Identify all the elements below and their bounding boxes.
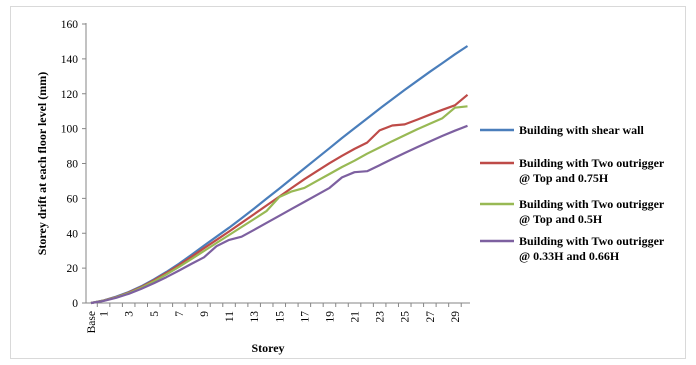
y-axis-title: Storey drift at each floor level (mm) <box>35 72 49 256</box>
x-tick-label: 27 <box>425 311 437 323</box>
x-tick-label: 23 <box>375 311 387 323</box>
x-tick-label: 1 <box>99 311 111 317</box>
y-tick-label: 80 <box>67 159 79 171</box>
x-tick-label: 7 <box>174 311 186 317</box>
series-line-3 <box>90 105 468 305</box>
x-tick-label: 9 <box>199 311 211 317</box>
y-tick-label: 120 <box>61 89 79 101</box>
legend-label-1: Building with shear wall <box>519 123 644 137</box>
x-tick-label: 25 <box>400 311 412 323</box>
legend-label-2: Building with Two outrigger @ Top and 0.7… <box>519 156 665 185</box>
x-axis-title: Storey <box>251 341 284 355</box>
y-tick-label: 20 <box>67 263 79 275</box>
x-tick-label: 15 <box>274 311 286 323</box>
x-tick-label: 21 <box>350 311 362 323</box>
chart-frame <box>10 6 686 359</box>
series-line-1 <box>90 45 469 305</box>
x-tick-label: 3 <box>124 311 136 317</box>
x-tick-label: 11 <box>224 311 236 322</box>
x-tick-label: 29 <box>450 311 462 323</box>
y-tick-label: 60 <box>67 193 79 205</box>
y-tick-label: 100 <box>61 124 79 136</box>
series-line-4 <box>90 124 468 305</box>
legend-label-3: Building with Two outrigger @ Top and 0.5… <box>519 197 665 226</box>
x-tick-label: 5 <box>149 311 161 317</box>
y-tick-label: 0 <box>72 298 78 310</box>
y-tick-label: 160 <box>61 19 79 31</box>
x-tick-label: 13 <box>249 311 261 323</box>
x-tick-label: 17 <box>299 311 311 323</box>
x-tick-label: Base <box>86 311 98 333</box>
series-line-2 <box>90 93 469 305</box>
y-tick-label: 40 <box>67 228 79 240</box>
x-tick-label: 19 <box>324 311 336 323</box>
y-tick-label: 140 <box>61 54 79 66</box>
legend-label-4: Building with Two outrigger @ 0.33H and 0… <box>519 234 665 263</box>
